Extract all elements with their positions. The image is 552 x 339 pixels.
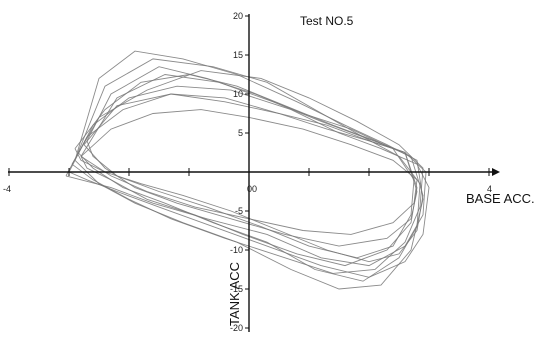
y-tick-label: 5 (238, 128, 243, 138)
loop-series-9 (80, 109, 418, 235)
loop-series-10 (65, 93, 427, 267)
origin-tick-label: 0 (252, 184, 257, 194)
x-tick-label: -4 (3, 184, 11, 194)
ticks-group: -4 0 4 -20 -15 -10 -5 0 5 10 15 20 (3, 11, 492, 333)
chart-title: Test NO.5 (300, 14, 354, 28)
y-tick-label: 15 (233, 50, 243, 60)
loop-series-5 (68, 85, 430, 278)
y-tick-label: -10 (230, 245, 243, 255)
x-axis-arrow (492, 168, 500, 176)
loop-series-4 (86, 66, 415, 259)
loop-series-7 (83, 93, 418, 247)
loop-series-3 (71, 70, 424, 274)
y-tick-label: 10 (233, 89, 243, 99)
y-tick-label: -5 (235, 206, 243, 216)
x-tick-label: 0 (247, 184, 252, 194)
x-axis-label: BASE ACC. (466, 191, 535, 206)
loop-series-1 (74, 74, 424, 263)
x-tick-label: 4 (487, 184, 492, 194)
y-tick-label: 20 (233, 11, 243, 21)
loop-series-8 (74, 50, 424, 290)
y-tick-label: -20 (230, 323, 243, 333)
y-axis-label: TANK ACC (227, 262, 242, 326)
y-tick-label: -15 (230, 284, 243, 294)
loop-series-group (65, 50, 430, 290)
